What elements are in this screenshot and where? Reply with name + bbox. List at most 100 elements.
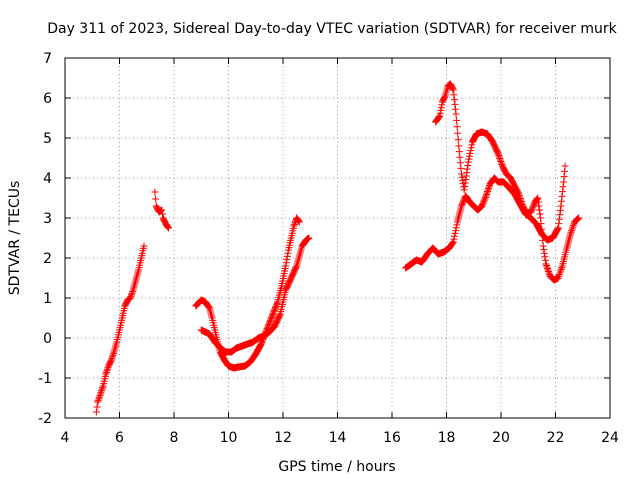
data-point [94, 398, 102, 406]
data-point [449, 86, 457, 94]
data-point [543, 265, 551, 272]
data-point [451, 105, 459, 113]
data-point [451, 100, 459, 108]
data-point [457, 164, 465, 172]
data-point [544, 266, 552, 274]
x-tick-label: 24 [601, 430, 619, 446]
data-point [540, 246, 548, 254]
data-point [557, 267, 565, 275]
data-point [108, 353, 116, 361]
data-point [270, 323, 278, 331]
data-point [273, 299, 281, 307]
data-point [495, 152, 503, 159]
data-point [554, 225, 562, 233]
data-point [282, 259, 290, 267]
data-point [295, 217, 303, 225]
data-point [450, 232, 458, 240]
data-point [458, 173, 466, 181]
data-point [98, 385, 106, 393]
data-point [204, 303, 212, 310]
data-point [485, 183, 493, 191]
data-point [108, 354, 116, 362]
data-point [458, 201, 466, 209]
data-point [164, 223, 172, 231]
data-point [556, 211, 564, 219]
data-point [466, 149, 474, 157]
x-axis-label: GPS time / hours [278, 459, 395, 475]
y-tick-label: -1 [38, 371, 52, 387]
data-point [555, 271, 563, 279]
data-point [98, 387, 106, 395]
data-point [516, 195, 524, 202]
data-point [480, 198, 488, 206]
data-point [128, 289, 136, 297]
data-point [518, 199, 526, 207]
data-point [539, 236, 547, 244]
data-point [558, 192, 566, 200]
data-point [482, 192, 490, 200]
data-point [454, 129, 462, 137]
x-tick-label: 6 [115, 430, 124, 446]
data-point [283, 256, 291, 264]
data-point [536, 210, 544, 218]
data-point [557, 197, 565, 205]
data-point [140, 242, 148, 250]
data-point [541, 253, 549, 261]
data-point [450, 235, 458, 243]
data-point [456, 159, 464, 167]
data-point [158, 206, 166, 214]
data-point [528, 205, 536, 213]
data-point [99, 384, 107, 392]
data-point [453, 221, 461, 229]
data-point [290, 220, 298, 228]
data-point [450, 96, 458, 104]
data-point [517, 198, 525, 205]
data-point [541, 256, 549, 264]
data-point [463, 169, 471, 176]
data-point [305, 234, 313, 242]
y-tick-label: 6 [43, 91, 52, 107]
data-point [534, 198, 542, 206]
y-tick-label: 5 [43, 131, 52, 147]
data-point [460, 186, 468, 194]
data-point [535, 206, 543, 214]
data-point [554, 224, 562, 232]
y-tick-label: 2 [43, 251, 52, 267]
y-tick-label: 1 [43, 291, 52, 307]
data-point [441, 93, 449, 101]
data-point [515, 192, 523, 199]
data-point [556, 269, 564, 277]
x-tick-label: 16 [383, 430, 401, 446]
data-point [555, 272, 563, 280]
data-point [530, 201, 538, 209]
data-point [480, 196, 488, 204]
data-point [467, 147, 475, 155]
data-point [435, 113, 443, 121]
chart-title: Day 311 of 2023, Sidereal Day-to-day VTE… [47, 21, 617, 37]
data-point [95, 393, 103, 401]
plot-frame [64, 57, 611, 419]
data-point [540, 249, 548, 257]
data-point [479, 199, 487, 207]
data-point [294, 216, 302, 224]
x-tick-label: 4 [61, 430, 70, 446]
data-point [481, 193, 489, 201]
data-point [467, 144, 475, 152]
data-point [435, 114, 443, 122]
x-tick-label: 20 [492, 430, 510, 446]
data-point [558, 264, 566, 272]
data-point [292, 263, 300, 271]
data-point [538, 231, 546, 239]
data-point [481, 195, 489, 203]
data-point [538, 225, 546, 233]
data-point [126, 294, 134, 302]
x-tick-label: 18 [438, 430, 456, 446]
data-point [102, 370, 110, 378]
data-point [462, 176, 470, 183]
data-point [127, 291, 135, 299]
data-point [282, 262, 290, 270]
data-point [457, 202, 465, 210]
